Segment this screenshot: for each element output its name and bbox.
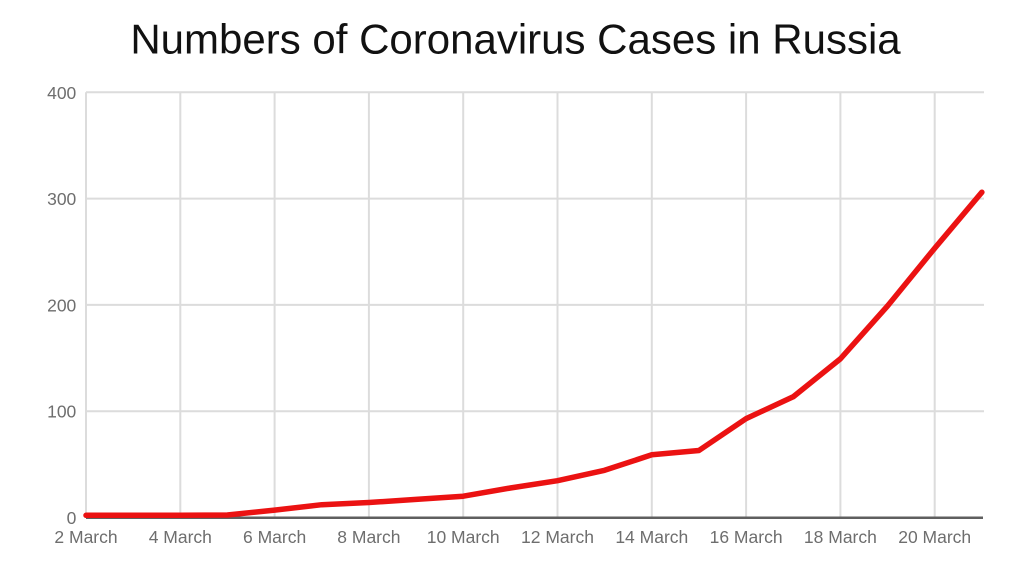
svg-text:100: 100 <box>47 402 76 422</box>
svg-text:200: 200 <box>47 295 76 315</box>
svg-text:0: 0 <box>67 508 77 528</box>
svg-text:12 March: 12 March <box>521 527 594 547</box>
svg-text:2 March: 2 March <box>54 527 117 547</box>
svg-text:18 March: 18 March <box>804 527 877 547</box>
svg-text:400: 400 <box>47 83 76 103</box>
svg-text:14 March: 14 March <box>615 527 688 547</box>
svg-text:8 March: 8 March <box>337 527 400 547</box>
svg-text:Numbers of Coronavirus Cases i: Numbers of Coronavirus Cases in Russia <box>130 16 901 63</box>
svg-text:16 March: 16 March <box>710 527 783 547</box>
svg-text:6 March: 6 March <box>243 527 306 547</box>
svg-text:300: 300 <box>47 189 76 209</box>
svg-text:20 March: 20 March <box>898 527 971 547</box>
svg-text:4 March: 4 March <box>149 527 212 547</box>
svg-text:10 March: 10 March <box>427 527 500 547</box>
